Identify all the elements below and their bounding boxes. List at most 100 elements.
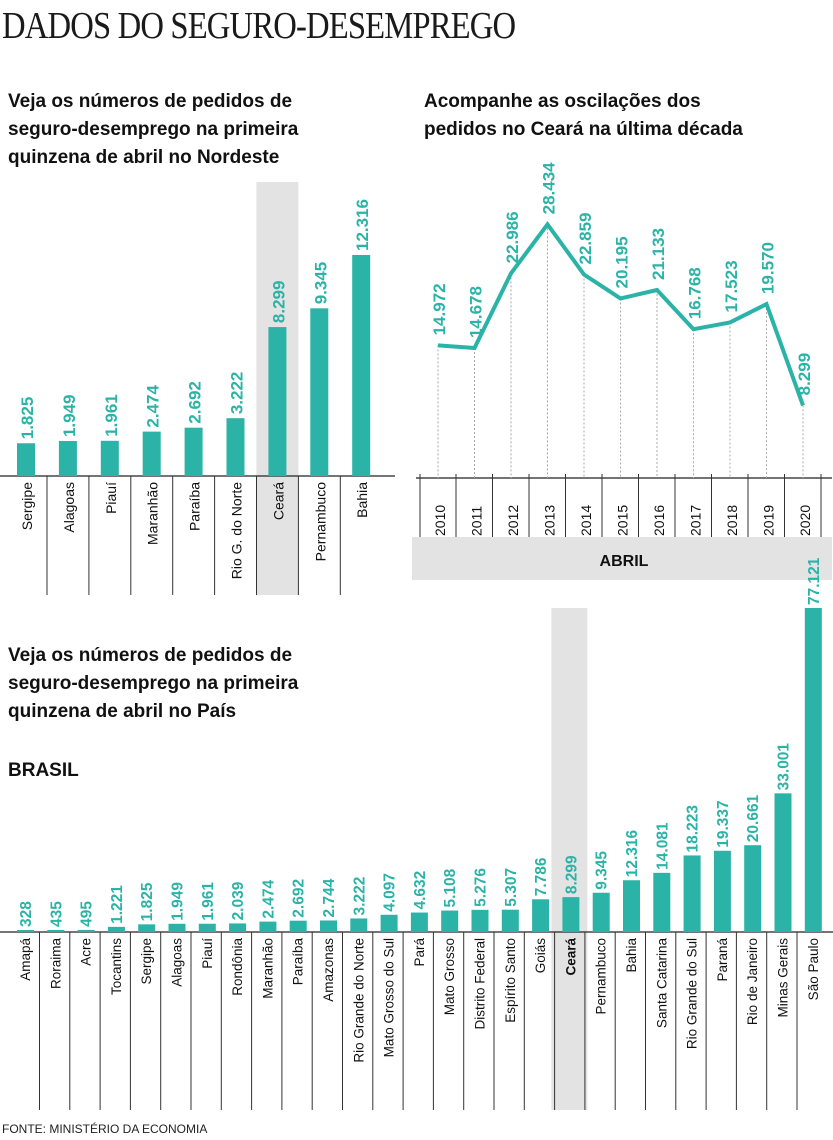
bar <box>259 921 277 932</box>
category-label: Bahia <box>624 938 639 973</box>
bar <box>562 897 580 932</box>
category-label: Espírito Santo <box>503 938 518 1023</box>
category-label: Mato Grosso <box>442 938 457 1015</box>
value-label: 1.949 <box>60 394 79 437</box>
category-label: Santa Catarina <box>654 938 669 1029</box>
category-label: Acre <box>79 938 94 966</box>
value-label: 2.474 <box>144 385 163 428</box>
value-label: 2.744 <box>321 878 338 917</box>
bar <box>471 909 489 932</box>
series-line <box>437 221 805 407</box>
bar <box>532 899 550 932</box>
year-label: 2014 <box>578 505 594 536</box>
year-label: 2017 <box>688 505 704 536</box>
category-label: Distrito Federal <box>473 938 488 1030</box>
bar <box>320 920 337 932</box>
bar <box>623 880 640 932</box>
value-label: 14.678 <box>467 286 486 338</box>
value-label: 5.276 <box>473 868 490 907</box>
category-label: Rondônia <box>230 938 245 996</box>
bar <box>774 793 792 932</box>
category-label: Amapá <box>18 938 33 981</box>
bar <box>289 920 307 932</box>
ceara-chart-title: Acompanhe as oscilações dos pedidos no C… <box>424 91 743 140</box>
value-label: 2.692 <box>186 381 205 424</box>
value-label: 22.859 <box>576 212 595 264</box>
category-label: Goiás <box>533 938 548 974</box>
value-label: 8.299 <box>269 281 288 324</box>
bar <box>441 910 459 932</box>
value-label: 19.570 <box>759 242 778 294</box>
category-label: Alagoas <box>170 938 185 987</box>
value-label: 8.299 <box>563 855 580 894</box>
category-label: Bahia <box>354 482 370 518</box>
category-label: São Paulo <box>806 938 821 1000</box>
bar <box>229 923 247 932</box>
category-label: Paraná <box>715 938 730 982</box>
year-label: 2012 <box>505 505 521 536</box>
xlabel-band <box>412 537 832 580</box>
value-label: 9.345 <box>594 851 611 890</box>
category-label: Roraima <box>48 938 63 990</box>
source-note: FONTE: MINISTÉRIO DA ECONOMIA <box>2 1122 208 1136</box>
category-label: Paraíba <box>187 482 203 531</box>
bar <box>410 912 428 932</box>
bar <box>380 914 398 932</box>
value-label: 1.825 <box>139 882 156 921</box>
value-label: 435 <box>48 901 65 927</box>
category-label: Rio Grande do Norte <box>351 938 366 1063</box>
value-label: 12.316 <box>624 829 641 877</box>
value-label: 22.986 <box>503 211 522 263</box>
value-label: 5.108 <box>442 868 459 907</box>
bar <box>17 443 35 476</box>
year-label: 2020 <box>797 505 813 536</box>
x-axis-title: ABRIL <box>600 553 649 570</box>
category-label: Piauí <box>103 482 119 514</box>
value-label: 21.133 <box>649 228 668 280</box>
bar <box>592 892 610 932</box>
year-label: 2015 <box>615 505 631 536</box>
bar <box>184 427 203 476</box>
value-label: 14.081 <box>654 822 671 870</box>
category-label: Rio G. do Norte <box>229 482 245 579</box>
category-label: Sergipe <box>139 938 154 985</box>
value-label: 2.474 <box>260 879 277 918</box>
value-label: 7.786 <box>533 857 550 896</box>
category-label: Alagoas <box>61 482 77 533</box>
category-label: Amazonas <box>321 938 336 1002</box>
year-label: 2013 <box>542 505 558 536</box>
value-label: 28.434 <box>540 162 559 215</box>
value-label: 1.949 <box>170 882 187 921</box>
value-label: 19.337 <box>715 800 732 847</box>
value-label: 1.961 <box>200 882 217 921</box>
page-title: DADOS DO SEGURO-DESEMPREGO <box>2 5 516 47</box>
value-label: 77.121 <box>806 557 823 605</box>
category-label: Pernambuco <box>312 482 328 562</box>
value-label: 5.307 <box>503 868 520 907</box>
category-label: Sergipe <box>19 482 35 530</box>
year-label: 2011 <box>469 506 485 536</box>
year-label: 2016 <box>651 505 667 536</box>
bar <box>352 255 371 476</box>
value-label: 3.222 <box>228 372 247 415</box>
year-label: 2010 <box>432 505 448 536</box>
category-label: Paraíba <box>291 938 306 986</box>
value-label: 1.221 <box>109 885 126 924</box>
value-label: 2.692 <box>291 879 308 918</box>
category-label: Ceará <box>563 938 578 976</box>
value-label: 4.632 <box>412 871 429 910</box>
bar <box>58 441 77 476</box>
value-label: 2.039 <box>230 881 247 920</box>
highlight-column <box>551 608 588 1110</box>
nordeste-chart-title: Veja os números de pedidos de seguro-des… <box>8 91 299 168</box>
value-label: 14.972 <box>430 283 449 335</box>
bar <box>268 327 287 476</box>
bar <box>310 308 329 476</box>
year-label: 2018 <box>724 505 740 536</box>
value-label: 16.768 <box>686 267 705 319</box>
value-label: 1.825 <box>18 397 37 440</box>
category-label: Pernambuco <box>594 938 609 1015</box>
bar <box>77 929 95 932</box>
value-label: 3.222 <box>351 877 368 916</box>
bar <box>713 850 731 932</box>
